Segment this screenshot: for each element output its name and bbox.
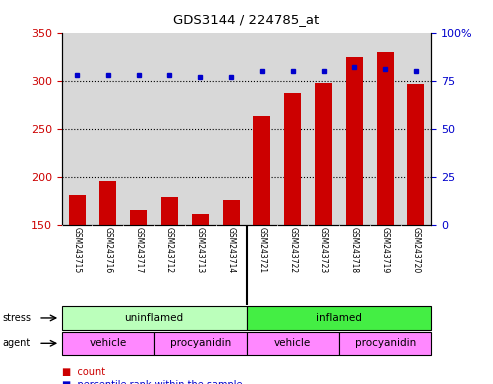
Text: GSM243719: GSM243719: [381, 227, 389, 273]
Text: procyanidin: procyanidin: [354, 338, 416, 348]
Text: GSM243716: GSM243716: [104, 227, 112, 273]
Text: GSM243721: GSM243721: [257, 227, 266, 273]
Text: ■  count: ■ count: [62, 367, 105, 377]
Bar: [315, 83, 332, 225]
Bar: [377, 52, 393, 225]
Bar: [69, 195, 85, 225]
Text: inflamed: inflamed: [316, 313, 362, 323]
Text: GSM243713: GSM243713: [196, 227, 205, 273]
Text: agent: agent: [2, 338, 31, 348]
Text: GSM243720: GSM243720: [412, 227, 421, 273]
Bar: [246, 332, 339, 355]
Bar: [130, 210, 147, 225]
Bar: [253, 116, 270, 225]
Text: GSM243717: GSM243717: [134, 227, 143, 273]
Text: uninflamed: uninflamed: [125, 313, 183, 323]
Bar: [346, 57, 363, 225]
Bar: [100, 182, 116, 225]
Bar: [161, 197, 178, 225]
Text: procyanidin: procyanidin: [170, 338, 231, 348]
Bar: [62, 306, 246, 329]
Text: GSM243714: GSM243714: [227, 227, 236, 273]
Text: GDS3144 / 224785_at: GDS3144 / 224785_at: [174, 13, 319, 26]
Text: vehicle: vehicle: [89, 338, 127, 348]
Bar: [284, 93, 301, 225]
Bar: [192, 214, 209, 225]
Bar: [246, 306, 431, 329]
Bar: [408, 84, 424, 225]
Text: GSM243723: GSM243723: [319, 227, 328, 273]
Text: GSM243712: GSM243712: [165, 227, 174, 273]
Text: GSM243715: GSM243715: [72, 227, 81, 273]
Text: GSM243722: GSM243722: [288, 227, 297, 273]
Bar: [154, 332, 246, 355]
Bar: [62, 332, 154, 355]
Text: stress: stress: [2, 313, 32, 323]
Bar: [223, 200, 240, 225]
Text: GSM243718: GSM243718: [350, 227, 359, 273]
Bar: [339, 332, 431, 355]
Text: ■  percentile rank within the sample: ■ percentile rank within the sample: [62, 380, 242, 384]
Text: vehicle: vehicle: [274, 338, 312, 348]
